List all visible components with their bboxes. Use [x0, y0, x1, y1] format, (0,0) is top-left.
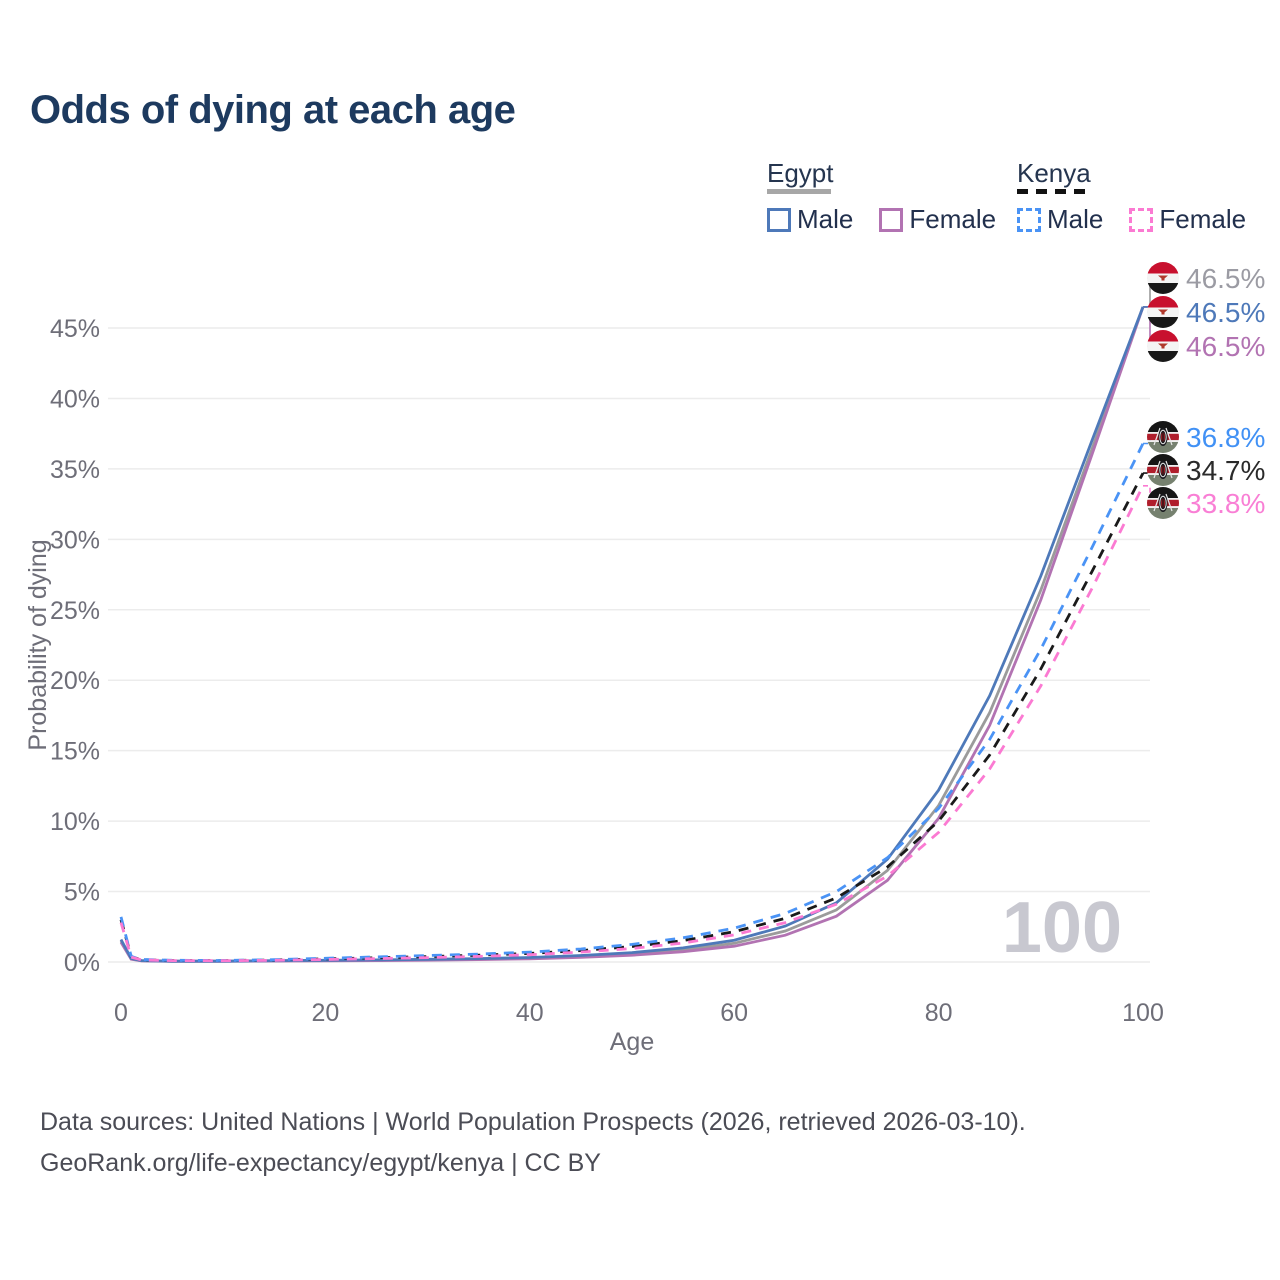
legend-item-egypt-male[interactable]: Male [767, 204, 853, 235]
egypt-male-checkbox[interactable] [767, 207, 791, 232]
series-line-egypt-male [119, 306, 1145, 963]
data-sources-text: Data sources: United Nations | World Pop… [40, 1108, 1026, 1136]
series-line-egypt-both-sexes- [119, 306, 1145, 963]
kenya-flag-icon [1147, 421, 1179, 453]
legend-label: Female [909, 204, 997, 234]
kenya-female-checkbox[interactable] [1129, 207, 1154, 232]
end-value-label: 33.8% [1186, 488, 1265, 519]
egypt-flag-icon [1147, 262, 1179, 294]
legend-label: Male [1047, 204, 1104, 234]
kenya-flag-icon [1147, 487, 1179, 519]
legend-label: Female [1159, 204, 1247, 234]
legend-item-kenya-female[interactable]: Female [1129, 204, 1246, 235]
egypt-line-sample [767, 189, 831, 194]
label-connector [1143, 485, 1151, 504]
y-tick-label: 35% [50, 456, 100, 484]
kenya-male-checkbox[interactable] [1017, 207, 1041, 232]
x-tick-label: 60 [720, 999, 748, 1027]
end-value-label: 34.7% [1186, 455, 1265, 486]
end-value-label: 46.5% [1186, 263, 1265, 294]
y-tick-label: 40% [50, 385, 100, 413]
y-tick-label: 25% [50, 597, 100, 625]
y-tick-label: 15% [50, 738, 100, 766]
y-tick-label: 10% [50, 808, 100, 836]
series-line-kenya-both-sexes- [119, 472, 1145, 962]
watermark-age: 100 [1002, 888, 1122, 968]
y-tick-label: 20% [50, 667, 100, 695]
y-tick-label: 45% [50, 315, 100, 343]
y-axis-title: Probability of dying [24, 539, 52, 750]
series-line-kenya-female [119, 485, 1145, 963]
series-line-kenya-male [119, 442, 1145, 962]
legend-group-kenya: Kenya Male Female [1017, 160, 1246, 235]
egypt-female-checkbox[interactable] [879, 207, 904, 232]
egypt-flag-icon [1147, 330, 1179, 362]
y-tick-label: 5% [64, 879, 100, 907]
page-title: Odds of dying at each age [30, 88, 516, 132]
x-tick-label: 0 [114, 999, 128, 1027]
x-axis-title: Age [610, 1028, 654, 1056]
legend: Egypt Male Female Kenya Male Female [0, 160, 1280, 240]
kenya-flag-icon [1147, 454, 1179, 486]
end-value-label: 36.8% [1186, 422, 1265, 453]
legend-label: Male [797, 204, 854, 234]
legend-header-egypt: Egypt [767, 158, 834, 188]
end-value-label: 46.5% [1186, 331, 1265, 362]
x-tick-label: 100 [1122, 999, 1164, 1027]
legend-header-kenya: Kenya [1017, 158, 1091, 188]
x-tick-label: 80 [925, 999, 953, 1027]
attribution-text: GeoRank.org/life-expectancy/egypt/kenya … [40, 1149, 601, 1177]
series-line-egypt-female [119, 306, 1145, 963]
legend-item-kenya-male[interactable]: Male [1017, 204, 1103, 235]
footer: Data sources: United Nations | World Pop… [40, 1102, 1026, 1184]
x-tick-label: 20 [311, 999, 339, 1027]
legend-group-egypt: Egypt Male Female [767, 160, 996, 235]
egypt-flag-icon [1147, 296, 1179, 328]
y-tick-label: 0% [64, 949, 100, 977]
end-value-label: 46.5% [1186, 297, 1265, 328]
legend-item-egypt-female[interactable]: Female [879, 204, 996, 235]
kenya-line-sample [1017, 189, 1091, 194]
x-tick-label: 40 [516, 999, 544, 1027]
y-tick-label: 30% [50, 526, 100, 554]
